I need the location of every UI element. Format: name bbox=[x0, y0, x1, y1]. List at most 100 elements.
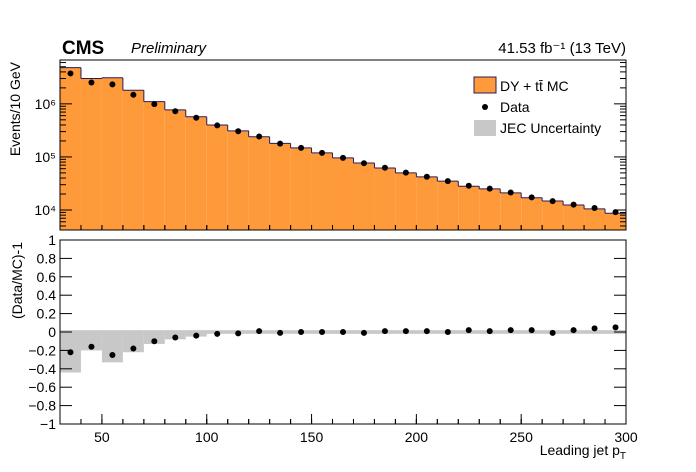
legend-swatch bbox=[473, 76, 497, 94]
histogram-bar bbox=[290, 147, 312, 230]
data-point bbox=[465, 327, 472, 334]
histogram-bar bbox=[143, 101, 165, 230]
legend-label: Data bbox=[500, 99, 530, 115]
data-point bbox=[444, 329, 451, 335]
histogram-bar bbox=[353, 162, 375, 230]
histogram-bar bbox=[395, 172, 417, 230]
data-point bbox=[298, 144, 305, 151]
uncertainty-band bbox=[80, 330, 102, 351]
histogram-bar bbox=[248, 136, 270, 230]
legend: DY + tt̄ MC Data JEC Uncertainty bbox=[473, 76, 601, 136]
y-tick-label: 10⁴ bbox=[34, 202, 56, 218]
data-point bbox=[486, 185, 493, 192]
y-tick-label: 0.8 bbox=[37, 250, 57, 266]
data-point bbox=[130, 345, 137, 352]
x-tick-label: 150 bbox=[300, 429, 324, 445]
data-point bbox=[151, 101, 158, 108]
histogram-bar bbox=[521, 197, 543, 230]
plot-area bbox=[60, 67, 626, 230]
data-point bbox=[340, 329, 346, 335]
histogram-bar bbox=[500, 192, 522, 230]
histogram-bar bbox=[542, 200, 564, 230]
data-point bbox=[151, 338, 158, 345]
y-tick-label: −1 bbox=[40, 416, 56, 432]
x-axis-label: Leading jet pT bbox=[540, 442, 626, 462]
x-tick-label: 200 bbox=[405, 429, 429, 445]
y-tick-label: 10⁵ bbox=[35, 149, 56, 165]
histogram-bar bbox=[185, 116, 207, 230]
data-point bbox=[88, 343, 95, 350]
plot-area bbox=[60, 324, 626, 373]
data-point bbox=[570, 201, 577, 208]
uncertainty-band bbox=[143, 330, 165, 344]
data-point bbox=[235, 330, 242, 337]
data-point bbox=[277, 329, 284, 336]
data-point bbox=[235, 128, 242, 135]
data-point bbox=[381, 164, 388, 171]
data-point bbox=[360, 329, 367, 336]
data-point bbox=[549, 198, 556, 205]
data-point bbox=[109, 81, 116, 88]
ratio-y-axis-label: (Data/MC)-1 bbox=[9, 242, 25, 319]
data-point bbox=[109, 352, 116, 358]
data-point bbox=[570, 327, 577, 334]
histogram-bar bbox=[269, 143, 291, 230]
data-point bbox=[298, 329, 305, 335]
legend-label: DY + tt̄ MC bbox=[500, 78, 569, 94]
data-point bbox=[319, 149, 326, 156]
legend-label: JEC Uncertainty bbox=[500, 120, 601, 136]
y-tick-label: −0.8 bbox=[28, 398, 56, 414]
x-axis-label-main: Leading jet p bbox=[540, 442, 620, 458]
histogram-bar bbox=[60, 67, 81, 230]
data-point bbox=[67, 70, 74, 77]
data-point bbox=[172, 108, 179, 115]
preliminary-label: Preliminary bbox=[131, 40, 208, 57]
y-tick-label: 10⁶ bbox=[35, 96, 56, 112]
data-point bbox=[214, 330, 221, 337]
data-point bbox=[256, 328, 263, 335]
histogram-bar bbox=[416, 176, 438, 230]
data-point bbox=[528, 194, 535, 201]
data-point bbox=[277, 140, 284, 147]
histogram-bar bbox=[437, 181, 459, 230]
y-tick-label: −0.4 bbox=[28, 361, 56, 377]
data-point bbox=[612, 209, 619, 216]
data-point bbox=[591, 325, 598, 332]
legend-swatch bbox=[474, 120, 496, 136]
data-point bbox=[591, 205, 598, 212]
data-point bbox=[465, 182, 472, 189]
y-tick-label: −0.6 bbox=[28, 379, 56, 395]
histogram-bar bbox=[101, 77, 123, 230]
histogram-bar bbox=[584, 208, 606, 230]
histogram-bar bbox=[311, 152, 333, 230]
x-tick-label: 50 bbox=[94, 429, 110, 445]
uncertainty-band bbox=[101, 330, 123, 363]
data-point bbox=[256, 133, 263, 140]
y-tick-label: 0.4 bbox=[37, 287, 57, 303]
data-point bbox=[486, 328, 493, 335]
x-tick-label: 250 bbox=[510, 429, 534, 445]
histogram-bar bbox=[374, 167, 396, 230]
data-point bbox=[402, 328, 409, 335]
y-tick-label: 1 bbox=[48, 232, 56, 248]
histogram-bar bbox=[206, 124, 228, 230]
data-point bbox=[423, 173, 430, 180]
data-point bbox=[193, 114, 200, 121]
luminosity-label: 41.53 fb⁻¹ (13 TeV) bbox=[498, 40, 626, 57]
uncertainty-band bbox=[122, 330, 144, 353]
panel-frame bbox=[59, 59, 627, 231]
data-point bbox=[360, 160, 367, 167]
histogram-bar bbox=[458, 186, 480, 230]
histogram-bar bbox=[563, 205, 585, 230]
data-point bbox=[528, 327, 535, 334]
histogram-bar bbox=[80, 78, 102, 230]
histogram-bar bbox=[332, 157, 354, 230]
data-point bbox=[612, 324, 619, 331]
histogram-bar bbox=[122, 90, 144, 230]
histogram-bar bbox=[479, 188, 501, 230]
data-point bbox=[214, 122, 221, 129]
x-tick-label: 100 bbox=[195, 429, 219, 445]
x-axis-label-subscript: T bbox=[620, 451, 626, 462]
uncertainty-band bbox=[584, 330, 606, 334]
